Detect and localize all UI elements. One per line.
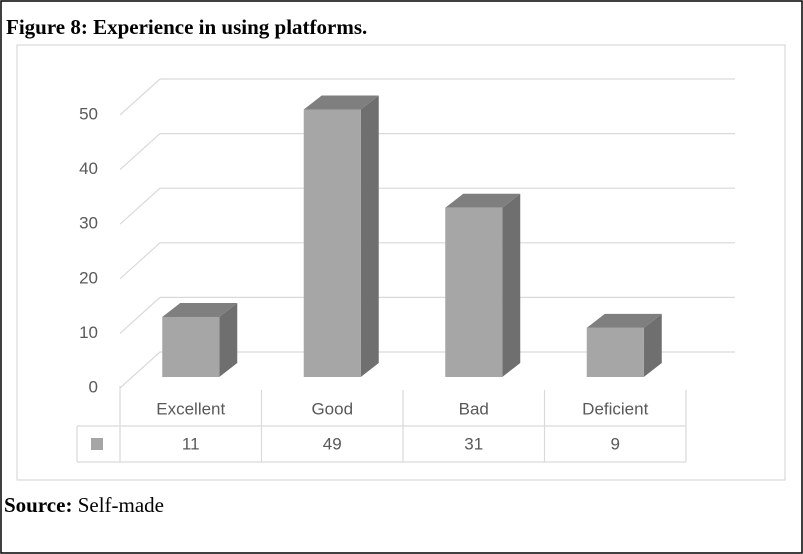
y-tick-label: 10	[79, 323, 98, 342]
chart-area	[16, 44, 786, 481]
bar-side	[219, 302, 238, 377]
x-tick-label: Good	[311, 399, 353, 418]
grid-line	[119, 242, 735, 280]
bar-top	[303, 95, 379, 110]
table-value: 11	[182, 434, 200, 453]
source-text: Self-made	[78, 493, 164, 517]
bar-side	[643, 313, 662, 377]
y-tick-label: 20	[79, 268, 98, 287]
bar-top	[586, 313, 662, 328]
bar-side	[502, 193, 521, 377]
bar-top	[445, 193, 521, 208]
grid-line	[119, 78, 735, 116]
bar	[445, 207, 503, 377]
bar	[162, 316, 220, 377]
bar	[303, 109, 361, 378]
plot: 0 10 20 30 40 50 Excellent 11 Good 49 Bad 31 Deficie…	[76, 78, 735, 463]
bar-top	[162, 302, 238, 317]
y-tick-label: 50	[79, 104, 98, 123]
y-tick-label: 0	[89, 377, 98, 396]
bar-side	[360, 95, 379, 378]
chart-title: Figure 8: Experience in using platforms.	[6, 15, 367, 39]
legend-marker	[91, 438, 103, 450]
table-value: 49	[323, 434, 342, 453]
grid-line	[119, 296, 735, 334]
y-tick-label: 40	[79, 159, 98, 178]
x-tick-label: Deficient	[582, 399, 648, 418]
table-value: 9	[611, 434, 620, 453]
bar	[586, 327, 644, 377]
grid-line	[119, 187, 735, 225]
table-value: 31	[464, 434, 483, 453]
source-label: Source:	[4, 493, 72, 517]
grid-line	[119, 351, 735, 389]
y-tick-label: 30	[79, 214, 98, 233]
grid-line	[119, 133, 735, 171]
source: Source: Self-made	[4, 493, 164, 517]
x-tick-label: Excellent	[156, 399, 225, 418]
x-tick-label: Bad	[459, 399, 489, 418]
